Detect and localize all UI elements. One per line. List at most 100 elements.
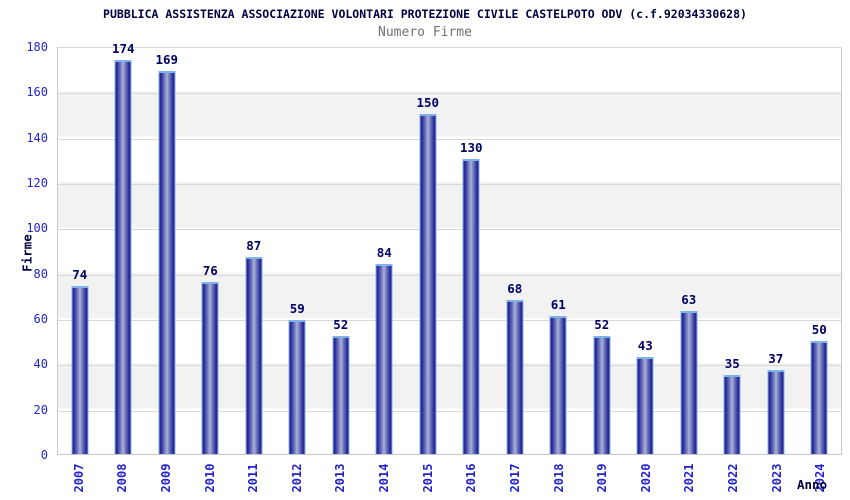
bar-2007 — [71, 286, 89, 454]
bar-value-label: 76 — [202, 262, 218, 278]
x-tick: 2017 — [493, 456, 537, 500]
x-tick-label: 2023 — [769, 463, 784, 493]
bar-slot: 68 — [493, 48, 537, 454]
gridline — [58, 184, 841, 185]
x-tick: 2009 — [144, 456, 188, 500]
x-tick-label: 2012 — [289, 463, 304, 493]
x-tick-label: 2014 — [377, 463, 392, 493]
x-tick-label: 2017 — [507, 463, 522, 493]
bar-slot: 169 — [145, 48, 189, 454]
bar-2016 — [462, 159, 480, 454]
x-tick-label: 2010 — [202, 463, 217, 493]
bar-2017 — [506, 299, 524, 454]
gridline — [58, 365, 841, 367]
x-tick-label: 2013 — [333, 463, 348, 493]
bar-2011 — [245, 256, 263, 454]
bar-value-label: 59 — [289, 301, 305, 317]
bar-2023 — [767, 370, 785, 454]
bar-2018 — [549, 315, 567, 454]
bar-value-label: 174 — [111, 40, 135, 56]
x-tick-label: 2007 — [71, 463, 86, 493]
gridline — [58, 138, 841, 140]
bar-value-label: 43 — [637, 337, 653, 353]
x-tick: 2019 — [580, 456, 624, 500]
y-tick-label: 0 — [40, 448, 48, 462]
bar-value-label: 150 — [416, 95, 440, 110]
y-tick-label: 60 — [33, 312, 48, 326]
bar-2022 — [723, 374, 741, 454]
bar-value-label: 169 — [155, 51, 179, 67]
x-tick: 2016 — [449, 456, 493, 500]
x-tick-label: 2019 — [595, 463, 610, 493]
bar-2019 — [593, 336, 611, 454]
bar-2024 — [810, 340, 828, 454]
bar-value-label: 74 — [72, 267, 88, 283]
x-tick-label: 2020 — [638, 463, 653, 493]
bar-2012 — [288, 320, 306, 454]
bar-value-label: 63 — [681, 292, 697, 308]
bar-slot: 50 — [798, 48, 842, 454]
gridline — [58, 93, 841, 95]
bar-value-label: 35 — [724, 355, 740, 371]
y-axis-ticks: 0 20 40 60 80 100 120 140 160 180 — [0, 40, 48, 462]
bar-value-label: 52 — [333, 317, 349, 333]
y-tick-label: 100 — [26, 221, 48, 236]
x-tick: 2010 — [188, 456, 232, 500]
bar-value-label: 87 — [246, 237, 262, 253]
bar-slot: 37 — [754, 48, 798, 454]
bar-2008 — [114, 59, 132, 454]
x-axis-title: Anno — [797, 477, 828, 492]
bar-slot: 74 — [58, 48, 102, 454]
x-tick: 2013 — [319, 456, 363, 500]
x-tick-label: 2016 — [464, 463, 479, 493]
x-tick: 2018 — [537, 456, 581, 500]
chart-title: PUBBLICA ASSISTENZA ASSOCIAZIONE VOLONTA… — [103, 7, 747, 21]
bar-value-label: 61 — [550, 296, 566, 312]
x-tick-label: 2018 — [551, 463, 566, 493]
x-tick: 2020 — [624, 456, 668, 500]
bar-value-label: 68 — [507, 280, 523, 296]
y-tick-label: 140 — [26, 130, 48, 145]
x-tick: 2022 — [711, 456, 755, 500]
bar-slot: 87 — [232, 48, 276, 454]
bar-2021 — [680, 311, 698, 454]
gridline — [58, 274, 841, 276]
bar-value-label: 84 — [376, 244, 392, 260]
bar-2010 — [201, 281, 219, 454]
y-tick-label: 40 — [33, 357, 48, 372]
gridline — [58, 320, 841, 321]
x-tick-label: 2008 — [115, 463, 130, 493]
y-tick-label: 160 — [26, 85, 48, 100]
x-tick: 2023 — [755, 456, 799, 500]
x-tick: 2007 — [57, 456, 101, 500]
x-tick: 2015 — [406, 456, 450, 500]
bar-value-label: 52 — [594, 317, 610, 333]
plot-area: 74 174 169 76 87 59 52 84 150 130 68 61 52 43 63 35 37 50 — [57, 41, 842, 455]
x-tick-label: 2011 — [246, 463, 261, 493]
x-axis-labels: 2007 2008 2009 2010 2011 2012 2013 2014 2015 2016… — [57, 456, 842, 500]
y-tick-label: 120 — [26, 176, 48, 190]
chart-subtitle: Numero Firme — [378, 25, 472, 40]
bar-slot: 63 — [667, 48, 711, 454]
gridline — [58, 229, 841, 231]
bar-slot: 52 — [580, 48, 624, 454]
bar-2014 — [375, 263, 393, 454]
x-tick: 2012 — [275, 456, 319, 500]
bars-container: 74 174 169 76 87 59 52 84 150 130 68 61 52 43 63 35 37 50 — [58, 41, 842, 454]
bar-slot: 174 — [102, 41, 146, 454]
x-tick-label: 2022 — [725, 463, 740, 493]
bar-value-label: 37 — [768, 351, 784, 367]
bar-2013 — [332, 336, 350, 454]
bar-slot: 43 — [624, 48, 668, 454]
x-tick-label: 2015 — [420, 463, 435, 493]
y-tick-label: 180 — [26, 40, 48, 54]
x-tick: 2011 — [231, 456, 275, 500]
bar-slot: 76 — [189, 48, 233, 454]
bar-value-label: 50 — [811, 321, 827, 337]
bar-slot: 35 — [711, 48, 755, 454]
bar-value-label: 130 — [459, 140, 483, 156]
bar-slot: 130 — [450, 48, 494, 454]
bar-slot: 52 — [319, 48, 363, 454]
bar-slot: 84 — [363, 48, 407, 454]
